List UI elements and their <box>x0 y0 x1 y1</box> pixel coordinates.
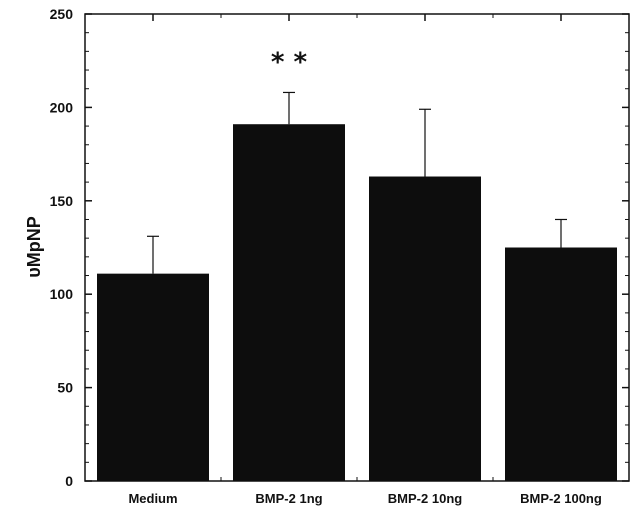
bar <box>97 273 209 481</box>
x-tick-label: BMP-2 10ng <box>388 491 462 506</box>
error-bars <box>147 91 567 274</box>
y-tick-label: 50 <box>57 380 73 396</box>
y-tick-labels: 0 50 100 150 200 250 <box>50 6 74 489</box>
y-axis-label: υMpNP <box>24 216 44 277</box>
y-tick-label: 200 <box>50 99 74 115</box>
x-tick-label: BMP-2 1ng <box>255 491 322 506</box>
y-tick-label: 250 <box>50 6 74 22</box>
bar <box>369 176 481 482</box>
x-tick-labels: Medium BMP-2 1ng BMP-2 10ng BMP-2 100ng <box>128 491 601 506</box>
y-tick-label: 0 <box>65 473 73 489</box>
x-tick-label: BMP-2 100ng <box>520 491 602 506</box>
x-tick-label: Medium <box>128 491 177 506</box>
y-tick-label: 150 <box>50 193 74 209</box>
bar <box>233 124 345 481</box>
y-tick-label: 100 <box>50 286 74 302</box>
significance-annotation: * * <box>271 47 308 77</box>
bar <box>505 247 617 481</box>
annotations: * * <box>271 47 308 77</box>
bars <box>97 124 617 482</box>
